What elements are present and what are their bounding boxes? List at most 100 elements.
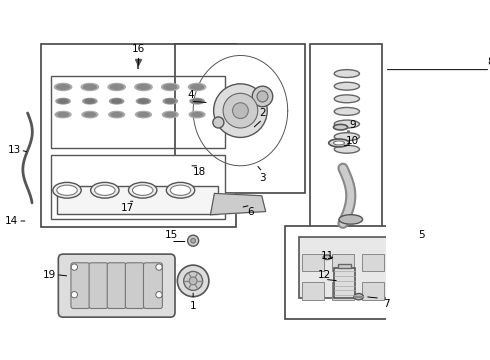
Bar [175,44,305,193]
Ellipse shape [84,85,96,89]
Circle shape [188,235,198,246]
FancyBboxPatch shape [107,263,126,309]
Ellipse shape [110,85,123,89]
Bar [362,254,384,271]
FancyBboxPatch shape [58,254,175,317]
Ellipse shape [108,84,125,90]
Ellipse shape [136,98,150,104]
Ellipse shape [165,113,176,117]
Ellipse shape [112,99,122,103]
Ellipse shape [334,69,360,77]
Ellipse shape [139,99,148,103]
Bar [362,283,384,300]
Ellipse shape [191,85,203,89]
Bar [285,226,404,319]
Ellipse shape [166,183,195,198]
Text: 17: 17 [121,203,134,213]
Circle shape [233,103,248,118]
Ellipse shape [334,141,344,145]
Ellipse shape [83,98,97,104]
Ellipse shape [55,111,71,118]
Text: 19: 19 [43,270,56,280]
Ellipse shape [339,215,363,224]
Ellipse shape [56,98,70,104]
Ellipse shape [190,98,204,104]
Text: 13: 13 [7,145,21,155]
Bar [332,283,354,300]
Ellipse shape [162,111,178,118]
Bar [332,254,354,271]
Ellipse shape [192,113,202,117]
Ellipse shape [163,98,177,104]
Text: 16: 16 [132,44,146,54]
Ellipse shape [162,84,179,90]
Circle shape [213,117,224,128]
Text: 4: 4 [188,90,194,100]
Text: 5: 5 [418,230,425,240]
Text: 3: 3 [259,174,266,184]
Circle shape [156,292,162,298]
Bar [51,155,225,219]
Ellipse shape [329,139,349,147]
Ellipse shape [54,84,72,90]
Ellipse shape [334,120,360,128]
Ellipse shape [57,113,69,117]
Ellipse shape [57,85,70,89]
Ellipse shape [323,255,331,260]
Ellipse shape [110,98,124,104]
Ellipse shape [82,111,98,118]
Text: 15: 15 [165,230,178,240]
Ellipse shape [193,99,202,103]
Text: 8: 8 [487,57,490,67]
Text: 2: 2 [259,108,266,118]
Bar [299,237,390,298]
Circle shape [214,84,267,138]
Ellipse shape [81,84,98,90]
Ellipse shape [84,113,96,117]
Ellipse shape [354,293,364,300]
Circle shape [71,292,77,298]
Ellipse shape [58,99,68,103]
Text: 7: 7 [383,299,390,309]
Text: 9: 9 [349,120,356,130]
Ellipse shape [334,125,347,130]
Circle shape [184,271,202,291]
Circle shape [223,93,258,128]
Ellipse shape [135,84,152,90]
Circle shape [257,91,268,102]
Ellipse shape [334,108,360,115]
Ellipse shape [91,183,119,198]
Ellipse shape [57,185,77,195]
Ellipse shape [109,111,124,118]
Circle shape [252,86,273,107]
Bar [51,76,225,148]
Circle shape [189,277,197,285]
Ellipse shape [138,113,149,117]
Circle shape [156,264,162,270]
Ellipse shape [53,183,81,198]
Text: 11: 11 [321,252,335,261]
Ellipse shape [136,111,151,118]
Text: 12: 12 [318,270,331,280]
Ellipse shape [189,84,206,90]
Polygon shape [211,193,266,215]
FancyBboxPatch shape [71,263,90,309]
Bar [310,44,382,230]
Text: 1: 1 [190,301,196,311]
Bar [57,186,219,214]
Ellipse shape [334,95,360,103]
Bar [302,254,324,271]
Text: 18: 18 [193,167,206,177]
Ellipse shape [334,145,360,153]
FancyBboxPatch shape [125,263,144,309]
Ellipse shape [128,183,157,198]
Bar [302,283,324,300]
Bar [338,264,351,268]
Ellipse shape [189,111,205,118]
Circle shape [71,264,77,270]
Bar [310,230,382,316]
Ellipse shape [85,99,95,103]
Ellipse shape [137,85,150,89]
Circle shape [191,238,196,243]
Text: 6: 6 [247,207,254,216]
